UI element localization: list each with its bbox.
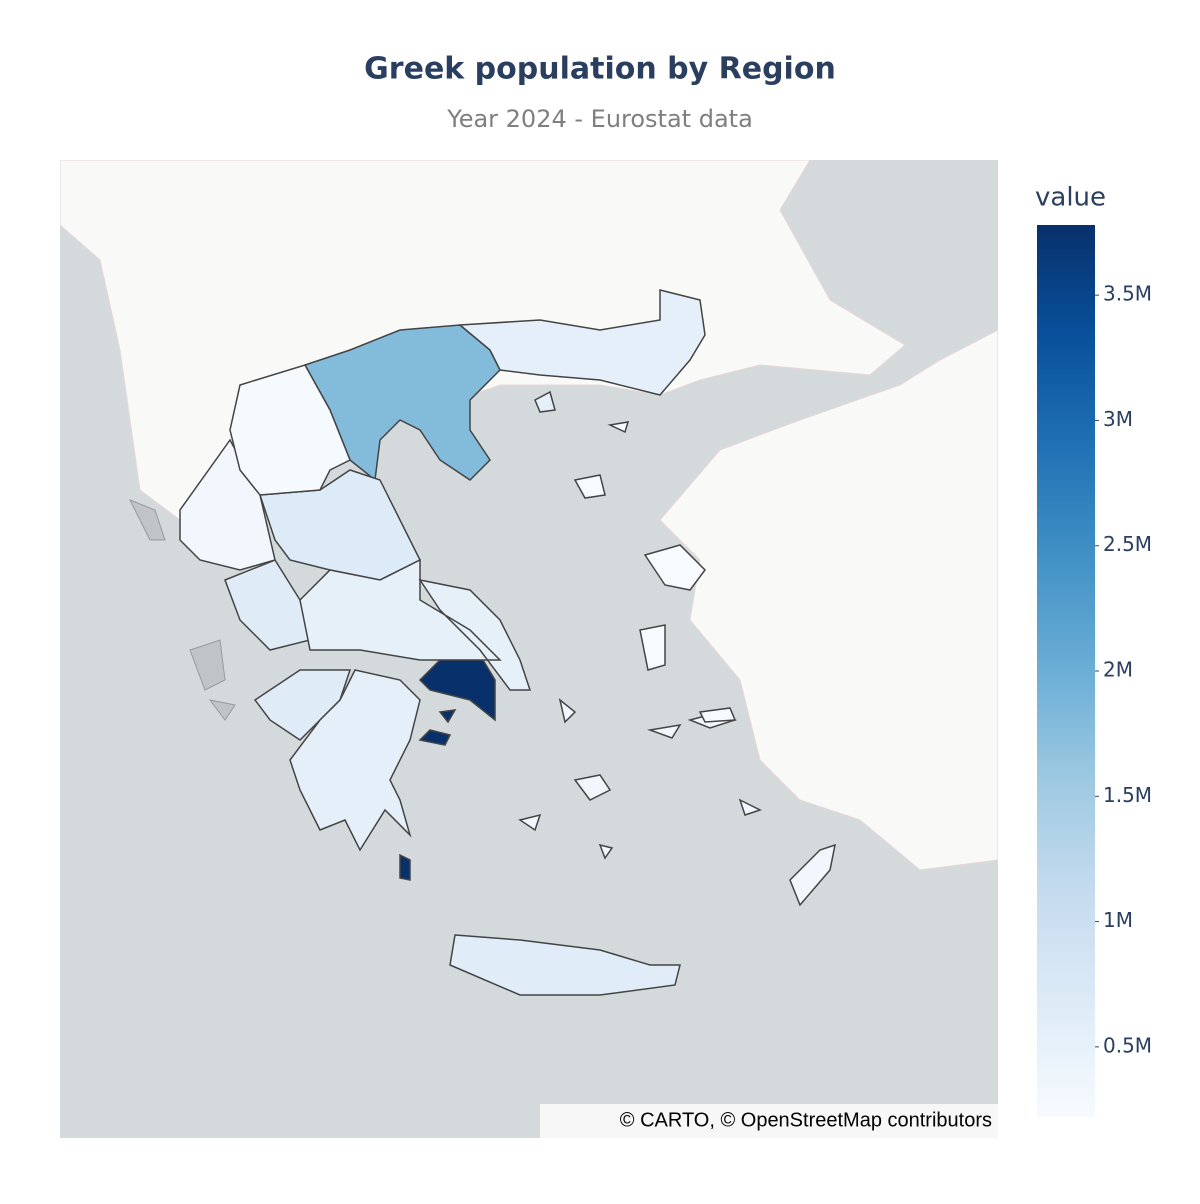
region <box>289 669 421 852</box>
region <box>573 421 737 723</box>
ionian-islands <box>128 499 236 721</box>
colorbar-tick-label: 2.5M <box>1103 532 1152 556</box>
attribution-box <box>540 1104 998 1138</box>
land <box>659 329 998 871</box>
colorbar-tick-label: 3.5M <box>1103 282 1152 306</box>
basemap <box>60 160 998 1138</box>
colorbar-ticks: 0.5M 1M 1.5M 2M 2.5M 3M 3.5M <box>1095 282 1152 1057</box>
region <box>449 934 681 996</box>
colorbar-title: value <box>1035 183 1106 213</box>
colorbar-tick-label: 1.5M <box>1103 783 1152 807</box>
colorbar <box>1037 225 1095 1117</box>
colorbar-tick-label: 0.5M <box>1103 1033 1152 1057</box>
colorbar-tick-label: 3M <box>1103 407 1133 431</box>
region <box>399 654 496 881</box>
region <box>229 364 351 496</box>
subtitle: Year 2024 - Eurostat data <box>446 105 753 133</box>
regions <box>179 289 836 996</box>
region <box>458 289 706 413</box>
attribution: © CARTO, © OpenStreetMap contributors <box>620 1109 992 1131</box>
colorbar-tick-label: 2M <box>1103 658 1133 682</box>
colorbar-tick-label: 1M <box>1103 908 1133 932</box>
region <box>299 558 532 691</box>
title: Greek population by Region <box>364 52 836 87</box>
